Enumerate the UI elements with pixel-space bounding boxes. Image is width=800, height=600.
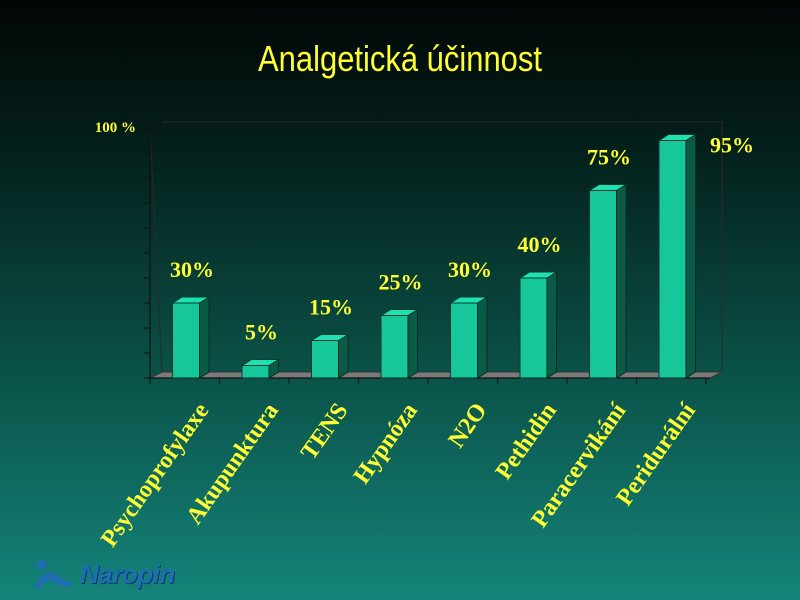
data-label: 25% xyxy=(379,270,423,295)
bar-top xyxy=(240,359,281,366)
bar-side xyxy=(616,183,627,379)
bar-side xyxy=(407,308,419,379)
bar-side xyxy=(685,133,697,379)
data-label: 40% xyxy=(518,232,562,257)
bar-top xyxy=(587,184,628,191)
data-label: 30% xyxy=(170,257,214,282)
bar-n2o xyxy=(448,296,489,379)
data-label: 15% xyxy=(309,295,353,320)
chart-axes xyxy=(144,121,723,384)
bar-tens xyxy=(309,333,350,379)
bar-peridurální xyxy=(657,133,698,379)
y-axis-top-edge xyxy=(149,121,163,129)
bar-front xyxy=(172,302,200,379)
data-label: 30% xyxy=(448,257,492,282)
category-label: Psychoprofylaxe xyxy=(96,398,214,552)
chart-title: Analgetická účinnost xyxy=(258,38,542,79)
bar-side xyxy=(546,271,558,379)
bar-pethidin xyxy=(518,271,559,379)
bar-side xyxy=(477,296,488,379)
category-label: N2O xyxy=(444,399,493,453)
logo-text: Naropin xyxy=(80,558,175,589)
data-label: 5% xyxy=(245,320,278,345)
bar-akupunktura xyxy=(240,358,281,379)
bar-front xyxy=(380,315,409,379)
bar-front xyxy=(241,365,270,379)
bar-side xyxy=(199,296,210,379)
data-label: 95% xyxy=(710,133,754,158)
category-label: Hypnóza xyxy=(349,399,423,489)
bar-front xyxy=(450,302,478,379)
bar-top xyxy=(379,309,420,316)
bar-side xyxy=(338,333,349,379)
data-label: 75% xyxy=(587,145,631,170)
bar-top xyxy=(657,134,698,141)
category-label: Pethidin xyxy=(491,399,562,485)
bar-front xyxy=(589,190,617,379)
bar-hypnóza xyxy=(379,308,420,379)
chart-back-wall xyxy=(149,121,723,373)
bar-psychoprofylaxe xyxy=(170,296,211,379)
naropin-logo: Naropin xyxy=(30,556,200,592)
bar-front xyxy=(519,277,548,379)
bar-front xyxy=(311,340,339,379)
chart-floor xyxy=(149,371,723,379)
category-label: TENS xyxy=(296,399,353,465)
bar-paracervikání xyxy=(587,183,628,379)
bar-top xyxy=(518,271,559,279)
bar-front xyxy=(658,140,687,379)
bar-top xyxy=(170,296,211,304)
y-axis-top-label: 100 % xyxy=(95,120,136,136)
bar-top xyxy=(448,296,489,304)
chart-bars xyxy=(170,133,698,379)
figure-logo-icon xyxy=(34,560,72,589)
bar-top xyxy=(309,334,350,341)
